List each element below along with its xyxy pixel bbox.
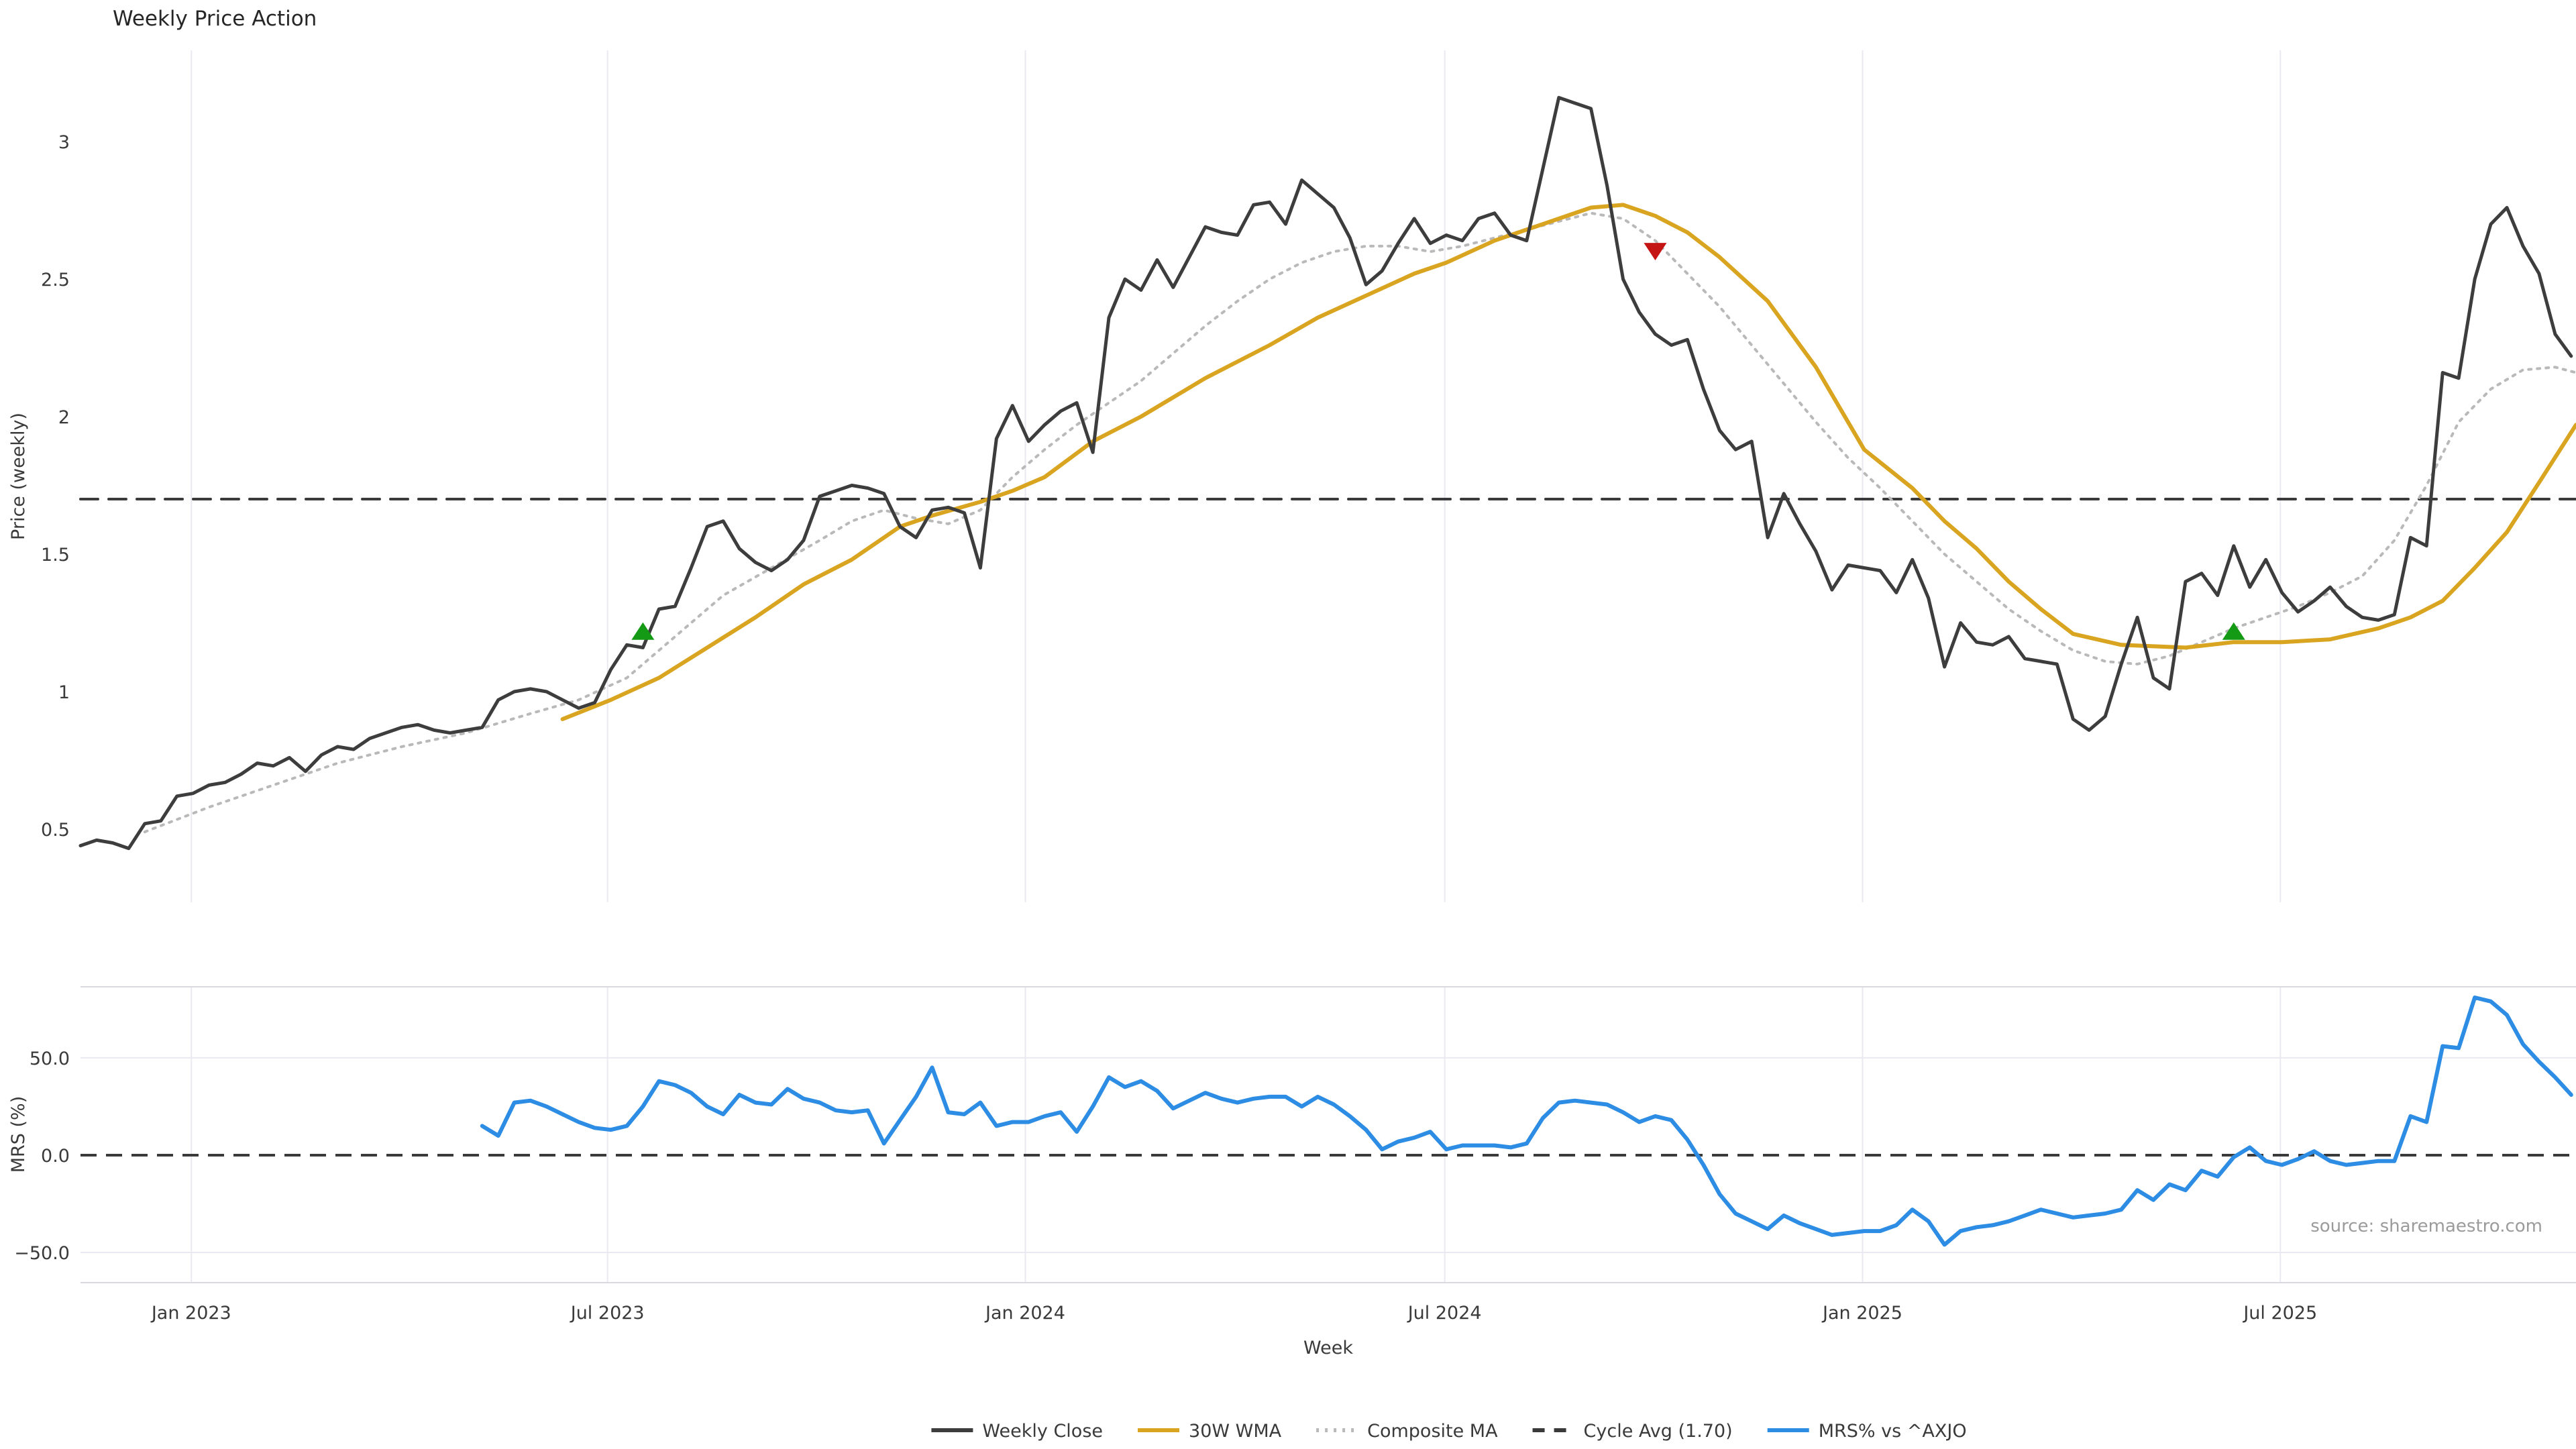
price-tick-label: 2.5: [41, 270, 70, 290]
mrs-tick-label: 0.0: [41, 1146, 70, 1167]
source-note: source: sharemaestro.com: [2310, 1216, 2542, 1236]
legend-item-mrs-vs-axjo: MRS% vs ^AXJO: [1767, 1421, 1967, 1442]
buy-signal-marker: [2222, 622, 2245, 640]
mrs-tick-label: −50.0: [14, 1243, 70, 1264]
30w-wma-line: [560, 203, 2576, 721]
mrs-tick-label: 50.0: [30, 1049, 70, 1069]
price-tick-label: 1.5: [41, 545, 70, 566]
price-tick-label: 3: [58, 132, 70, 153]
gridlines: [80, 50, 2576, 1283]
mrs-panel: [80, 996, 2576, 1247]
x-tick-label: Jul 2025: [2242, 1303, 2317, 1324]
price-tick-label: 2: [58, 407, 70, 428]
legend-item-composite-ma: Composite MA: [1316, 1421, 1498, 1442]
sell-signal-marker: [1644, 243, 1667, 261]
x-axis-label: Week: [1303, 1338, 1353, 1358]
price-axis-label: Price (weekly): [8, 413, 29, 540]
legend-label: Weekly Close: [982, 1421, 1103, 1442]
legend-item-30w-wma: 30W WMA: [1138, 1421, 1282, 1442]
buy-signal-marker: [631, 622, 655, 640]
x-tick-label: Jan 2025: [1821, 1303, 1902, 1324]
mrs-axis-label: MRS (%): [8, 1096, 29, 1173]
axis-ticks: 3 2.5 2 1.5 1 0.5 50.0 0.0 −50.0 Jan 2023 Jul 2023…: [14, 132, 2317, 1324]
signal-markers: [631, 243, 2245, 640]
x-tick-label: Jul 2024: [1407, 1303, 1482, 1324]
weekly-close-line: [78, 96, 2573, 851]
price-tick-label: 1: [58, 682, 70, 703]
legend-label: Cycle Avg (1.70): [1584, 1421, 1733, 1442]
composite-ma-line: [143, 211, 2576, 834]
legend-item-cycle-avg-1-70: Cycle Avg (1.70): [1532, 1421, 1733, 1442]
legend-label: Composite MA: [1367, 1421, 1498, 1442]
chart-title: Weekly Price Action: [113, 7, 317, 31]
legend-item-weekly-close: Weekly Close: [931, 1421, 1103, 1442]
legend-label: MRS% vs ^AXJO: [1819, 1421, 1967, 1442]
x-tick-label: Jan 2024: [984, 1303, 1065, 1324]
price-panel: [78, 96, 2576, 851]
price-tick-label: 0.5: [41, 820, 70, 841]
chart-legend: Weekly Close 30W WMA Composite MA Cycle Avg…: [931, 1421, 1967, 1442]
x-tick-label: Jul 2023: [570, 1303, 645, 1324]
mrs-vs-axjo-line: [480, 996, 2573, 1247]
legend-label: 30W WMA: [1189, 1421, 1282, 1442]
x-tick-label: Jan 2023: [150, 1303, 231, 1324]
